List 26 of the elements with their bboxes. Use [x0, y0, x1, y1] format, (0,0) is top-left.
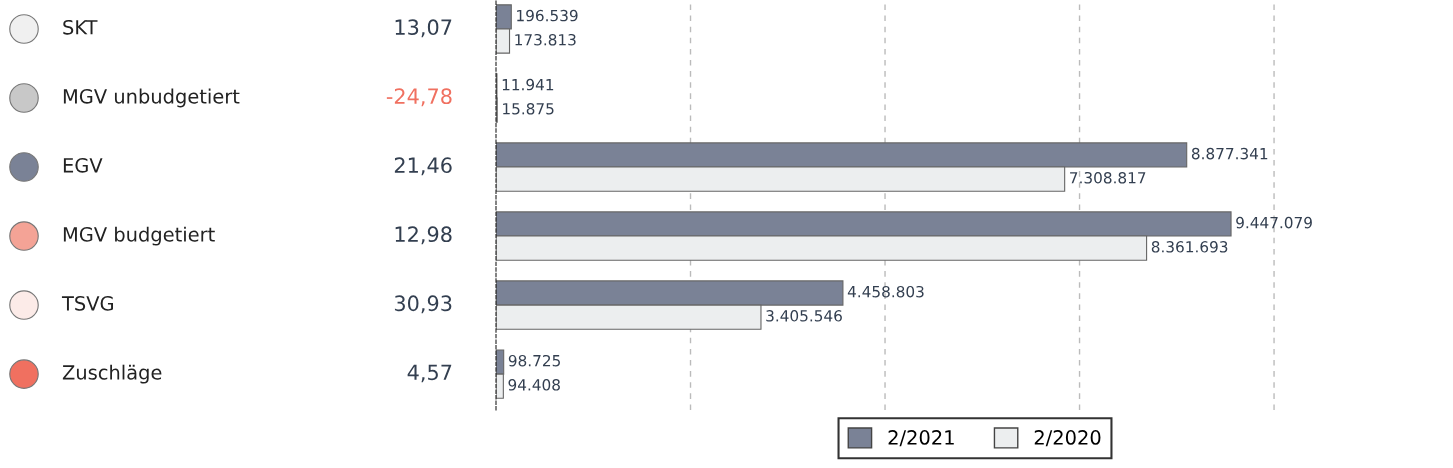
- text: 21,46: [394, 157, 452, 176]
- data-label: 8.361.693: [1151, 241, 1228, 253]
- y-tick-label: EGV: [63, 157, 103, 173]
- data-label: 4.458.803: [847, 285, 924, 298]
- y-tick-label: TSVG: [61, 296, 113, 311]
- text: 30,93: [394, 295, 452, 314]
- y-tick-label: MGV unbudgetiert: [63, 88, 240, 108]
- data-label: 196.539: [517, 9, 578, 22]
- y-tick-label: SKT: [63, 19, 98, 35]
- data-label: 173.813: [515, 33, 576, 46]
- text: 4,57: [407, 364, 452, 383]
- data-label: 15.875: [503, 102, 554, 115]
- data-label: 9.447.079: [1236, 216, 1312, 229]
- text: 13,07: [395, 19, 452, 38]
- data-label: 3.405.546: [766, 310, 842, 322]
- data-label: 94.408: [508, 379, 560, 391]
- legend-label: 2/2021: [888, 430, 954, 447]
- text: -24,78: [386, 88, 452, 107]
- data-label: 98.725: [508, 354, 560, 367]
- text: 12,98: [395, 226, 452, 245]
- y-tick-label: Zuschläge: [62, 364, 162, 384]
- data-label: 8.877.341: [1191, 147, 1268, 160]
- data-label: 7.308.817: [1070, 171, 1146, 184]
- data-label: 11.941: [502, 78, 554, 91]
- legend-label: 2/2020: [1034, 430, 1101, 447]
- y-tick-label: MGV budgetiert: [63, 226, 215, 246]
